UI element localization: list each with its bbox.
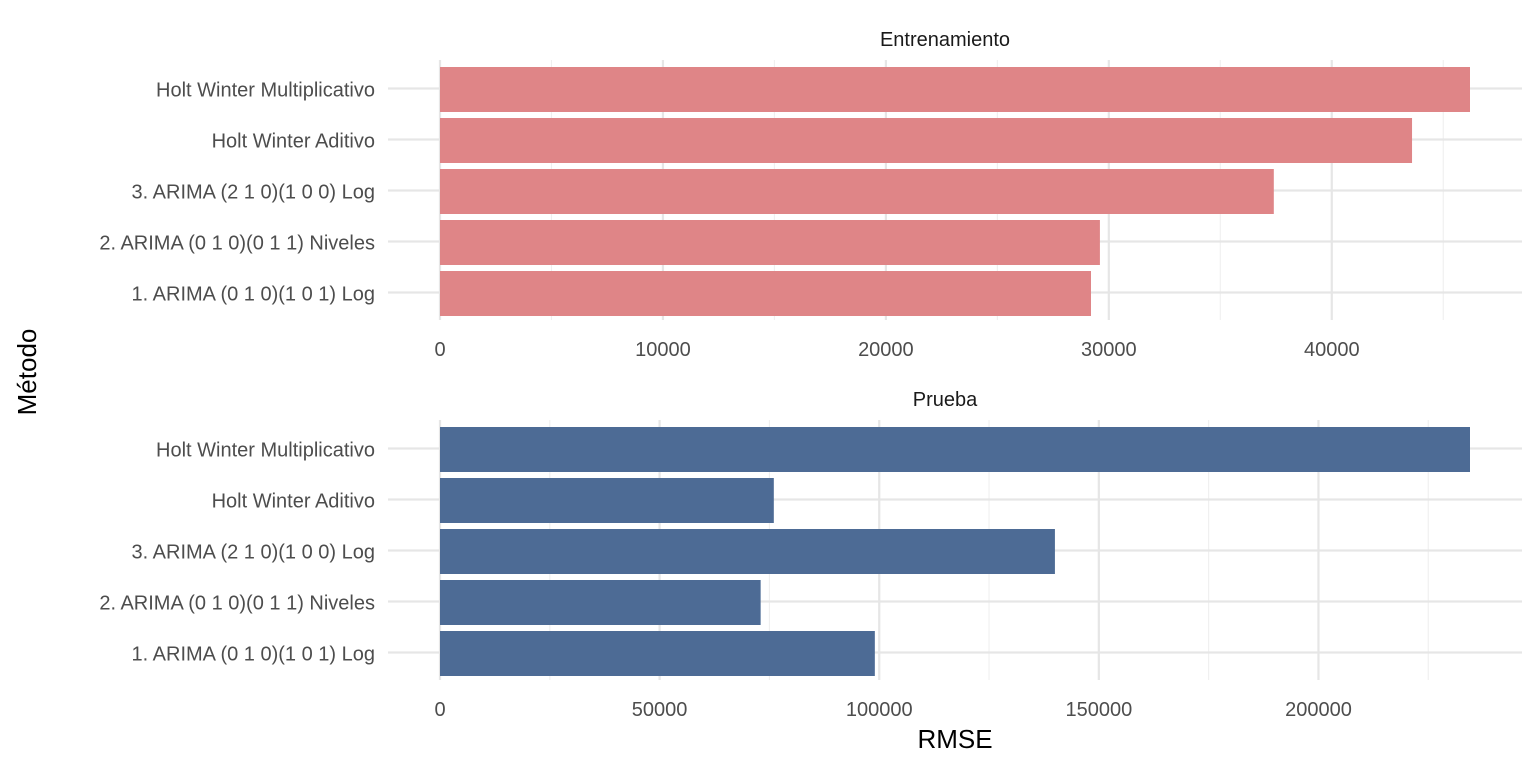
- x-axis-title: RMSE: [917, 724, 992, 754]
- category-label: 2. ARIMA (0 1 0)(0 1 1) Niveles: [99, 233, 375, 255]
- category-label: 2. ARIMA (0 1 0)(0 1 1) Niveles: [99, 593, 375, 615]
- panel-test: Holt Winter Multiplicativo Holt Winter Ad…: [99, 389, 1522, 721]
- bar-3: [440, 529, 1055, 574]
- bar-4: [440, 220, 1100, 265]
- x-tick-label: 150000: [1065, 699, 1132, 721]
- bar-2: [440, 118, 1413, 163]
- bar-1: [440, 427, 1470, 472]
- category-label: 1. ARIMA (0 1 0)(1 0 1) Log: [132, 284, 375, 306]
- bar-2: [440, 478, 774, 523]
- bar-3: [440, 169, 1274, 214]
- bar-4: [440, 580, 761, 625]
- x-tick-label: 200000: [1285, 699, 1352, 721]
- x-tick-label: 0: [434, 699, 445, 721]
- bar-5: [440, 271, 1091, 316]
- x-tick-label: 20000: [858, 339, 914, 361]
- category-label: 3. ARIMA (2 1 0)(1 0 0) Log: [132, 182, 375, 204]
- category-label: Holt Winter Aditivo: [212, 491, 375, 513]
- x-tick-label: 40000: [1304, 339, 1360, 361]
- x-tick-label: 0: [434, 339, 445, 361]
- x-tick-label: 10000: [635, 339, 691, 361]
- category-label: 3. ARIMA (2 1 0)(1 0 0) Log: [132, 542, 375, 564]
- facet-title: Entrenamiento: [880, 29, 1010, 51]
- x-tick-label: 50000: [632, 699, 688, 721]
- category-label: 1. ARIMA (0 1 0)(1 0 1) Log: [132, 644, 375, 666]
- x-tick-label: 100000: [846, 699, 913, 721]
- category-label: Holt Winter Multiplicativo: [156, 440, 375, 462]
- y-axis-title: Método: [12, 329, 42, 416]
- category-label: Holt Winter Aditivo: [212, 131, 375, 153]
- x-tick-label: 30000: [1081, 339, 1137, 361]
- category-label: Holt Winter Multiplicativo: [156, 80, 375, 102]
- panel-train: Holt Winter Multiplicativo Holt Winter Ad…: [99, 29, 1522, 361]
- facet-title: Prueba: [913, 389, 978, 411]
- bar-1: [440, 67, 1470, 112]
- bar-5: [440, 631, 875, 676]
